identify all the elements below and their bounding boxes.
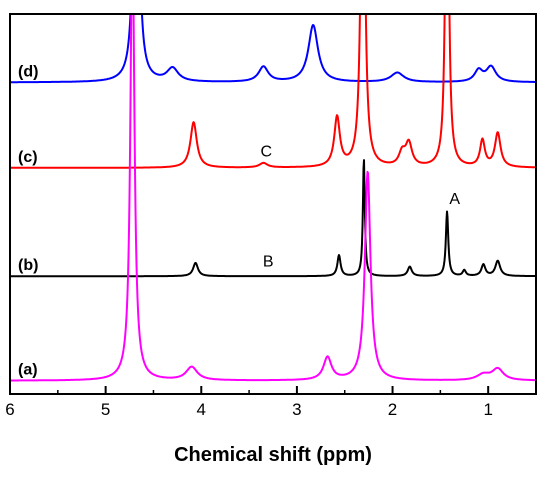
x-tick-label: 1 (483, 400, 492, 419)
peak-annotation-A: A (449, 191, 460, 208)
chart-labels: (d) (c) (b) (a) A B C (18, 63, 460, 378)
spectrum-line-c (10, 14, 536, 169)
trace-label-b: (b) (18, 257, 38, 274)
trace-label-d: (d) (18, 63, 38, 80)
x-tick-label: 4 (197, 400, 206, 419)
x-tick-label: 5 (101, 400, 110, 419)
x-tick-label: 2 (388, 400, 397, 419)
x-tick-label: 6 (5, 400, 14, 419)
x-axis-title: Chemical shift (ppm) (174, 444, 372, 466)
x-tick-label: 3 (292, 400, 301, 419)
x-axis-ticks: 6 5 4 3 2 1 (5, 386, 493, 419)
spectrum-line-a (10, 14, 536, 382)
peak-annotation-C: C (261, 144, 273, 161)
spectrum-line-b (10, 159, 536, 278)
trace-label-a: (a) (18, 362, 38, 379)
spectrum-line-d (10, 14, 536, 84)
peak-annotation-B: B (263, 254, 274, 271)
trace-label-c: (c) (18, 149, 38, 166)
plot-frame (9, 13, 537, 395)
spectrum-traces (10, 14, 536, 382)
